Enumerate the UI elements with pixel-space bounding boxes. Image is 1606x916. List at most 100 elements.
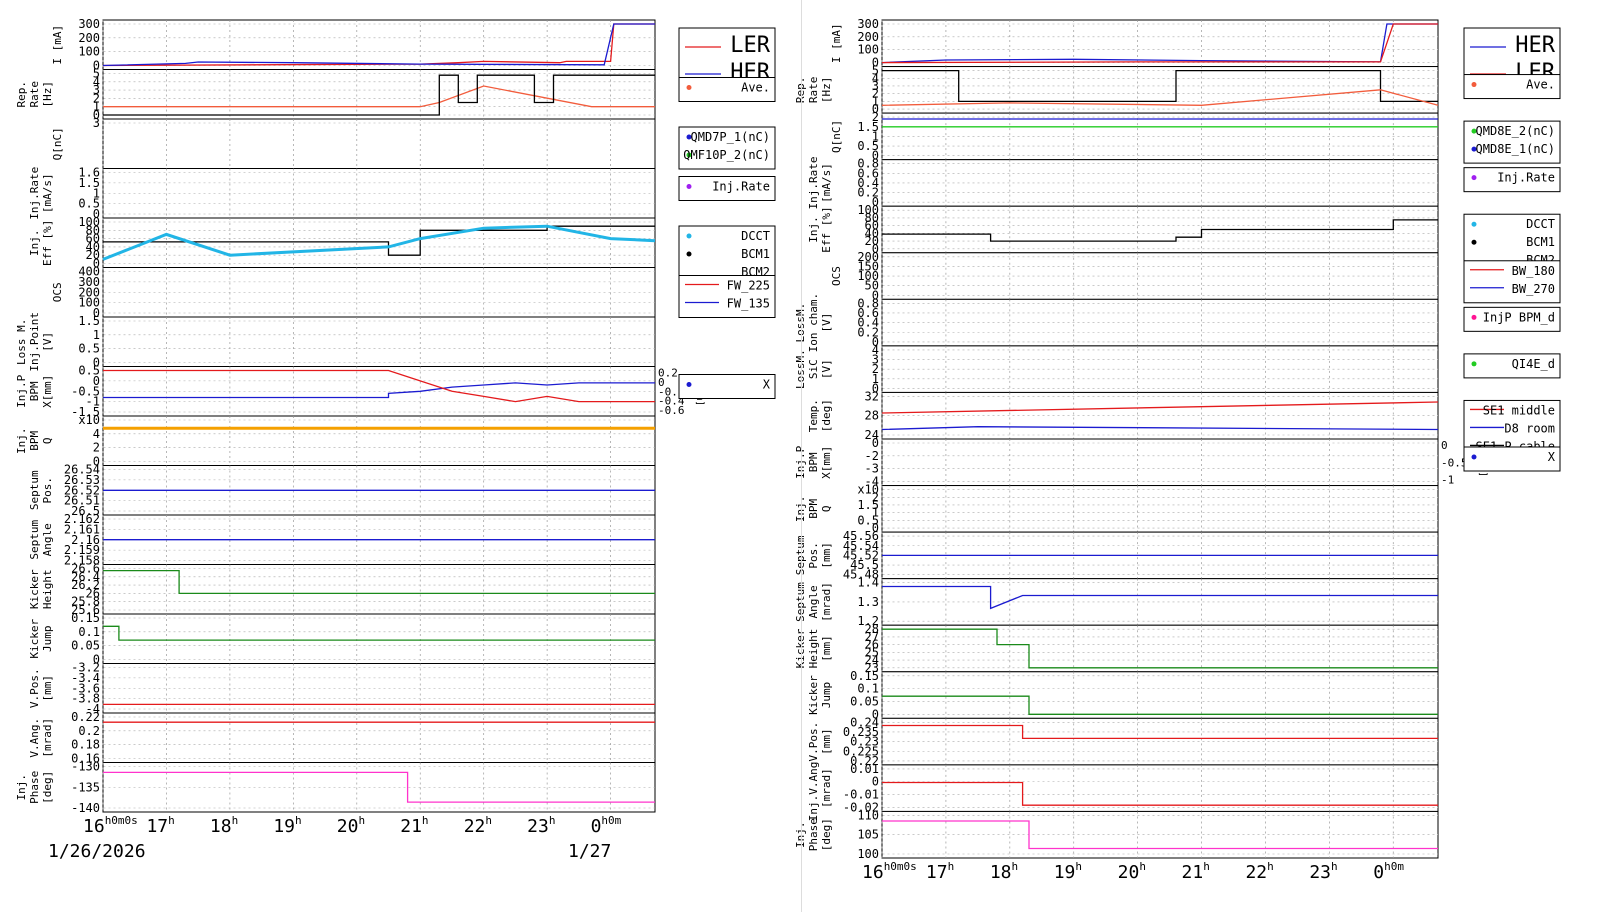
left-xtick-sup-2: h xyxy=(232,814,239,827)
right-ytick-11-3: 45.5 xyxy=(850,558,879,572)
left-legend-label-5-1: FW_135 xyxy=(727,297,770,311)
right-ylabel-11-0: Septum xyxy=(794,535,807,575)
right-ytick-4-3: 40 xyxy=(865,226,879,240)
left-legend-swatch-3-0 xyxy=(686,184,692,189)
right-ytick-11-0: 45.56 xyxy=(843,529,879,543)
left-ylabel-1-0: Rep. xyxy=(15,81,28,108)
chart-divider xyxy=(801,0,802,912)
right-ytick-13-1: 27 xyxy=(865,630,879,644)
left-ytick-8-3: 0 xyxy=(93,455,100,469)
right-ylabel-11-2: [mm] xyxy=(820,542,833,569)
left-ytick-1-0: 5 xyxy=(93,67,100,81)
left-xtick-5: 21h xyxy=(400,814,428,837)
left-ytick-0-0: 300 xyxy=(78,17,100,31)
right-ytick-14-0: 0.15 xyxy=(850,669,879,683)
right-ytick-16-2: -0.01 xyxy=(843,788,879,802)
right-legend-swatch-2-1 xyxy=(1471,146,1477,152)
right-ytick-6-2: 0.4 xyxy=(857,316,879,330)
left-ytick-1-5: 0 xyxy=(93,108,100,122)
left-ytick-1-3: 2 xyxy=(93,91,100,105)
left-legend-swatch-4-1 xyxy=(686,251,692,257)
left-ylabel-15-1: Phase xyxy=(28,771,41,804)
right-xtick-sup-4: h xyxy=(1139,860,1146,873)
left-ytick-4-0: 100 xyxy=(78,215,100,229)
right-ylabel-3-0: Inj.Rate xyxy=(807,156,820,209)
left-ylabel-13-1: [mm] xyxy=(41,675,54,702)
left-ylabel-3-1: [mA/s] xyxy=(41,173,54,213)
right-series-10-angle xyxy=(882,585,1438,610)
left-ytick-10-4: 2.158 xyxy=(64,554,100,568)
right-ytick-2-4: 0 xyxy=(872,149,879,163)
right-legend-label-1-0: Ave. xyxy=(1526,78,1555,92)
left-ylabel-4-0: Inj. xyxy=(28,230,41,257)
right-panel-frame-0 xyxy=(881,19,1439,68)
right-ylabel-4-0: Inj. xyxy=(807,216,820,243)
right-panel-frame-14 xyxy=(881,671,1439,719)
left-ylabel-11-1: Height xyxy=(41,569,54,609)
right-ytick-8-1: 28 xyxy=(865,409,879,423)
left-legend-label-4-1: BCM1 xyxy=(741,247,770,261)
right-ylabel-13-2: [mm] xyxy=(820,635,833,662)
left-rtick-7-4: -0.6 xyxy=(658,404,685,417)
right-ylabel-16-1: [mrad] xyxy=(820,768,833,808)
right-legend-box-6 xyxy=(1463,306,1561,332)
left-ylabel-11-0: Kicker xyxy=(28,569,41,609)
left-panel-frame-4 xyxy=(102,217,656,268)
right-xtick-sup-1: h xyxy=(948,860,955,873)
left-ytick-7-3: -1 xyxy=(86,395,100,409)
right-ytick-13-5: 23 xyxy=(865,661,879,675)
left-ylabel-6-2: [V] xyxy=(41,332,54,352)
left-ytick-3-1: 1.5 xyxy=(78,176,100,190)
left-rtick-7-2: -0.2 xyxy=(658,385,685,398)
right-ylabel-3-1: [mA/s] xyxy=(820,163,833,203)
left-legend-label-2-1: QMF10P_2(nC) xyxy=(683,148,770,162)
right-ytick-4-4: 20 xyxy=(865,234,879,248)
right-ytick-2-1: 1.5 xyxy=(857,120,879,134)
right-panel-frame-16 xyxy=(881,764,1439,812)
right-panel-frame-1 xyxy=(881,66,1439,114)
right-ylabel-12-1: Angle xyxy=(807,585,820,618)
left-legend-box-2 xyxy=(678,126,776,170)
left-legend-label-5-0: FW_225 xyxy=(727,279,770,293)
left-ylabel-7-1: BPM xyxy=(28,381,41,401)
right-legend-box-3 xyxy=(1463,167,1561,193)
left-ytick-13-2: -3.6 xyxy=(71,681,100,695)
left-ytick-8-1: 4 xyxy=(93,427,100,441)
right-ylabel-14-0: Kicker xyxy=(807,675,820,715)
right-ytick-2-2: 1 xyxy=(872,129,879,143)
right-legend-label-3-0: Inj.Rate xyxy=(1497,171,1555,185)
left-ylabel-12-1: Jump xyxy=(41,626,54,653)
left-ytick-8-2: 2 xyxy=(93,441,100,455)
right-ytick-7-3: 1 xyxy=(872,372,879,386)
left-date-next: 1/27 xyxy=(568,841,611,862)
right-legend-label-2-1: QMD8E_1(nC) xyxy=(1476,142,1555,156)
right-ytick-10-3: 1 xyxy=(872,506,879,520)
right-ylabel-17-2: [deg] xyxy=(820,818,833,851)
left-ytick-12-3: 0 xyxy=(93,653,100,667)
left-ytick-9-0: 26.54 xyxy=(64,463,100,477)
right-ytick-0-2: 100 xyxy=(857,43,879,57)
right-legend-label-6-0: InjP BPM_d xyxy=(1483,310,1555,324)
left-ytick-4-4: 20 xyxy=(86,248,100,262)
right-ytick-14-3: 0 xyxy=(872,707,879,721)
left-ytick-9-1: 26.53 xyxy=(64,473,100,487)
right-ytick-5-2: 100 xyxy=(857,269,879,283)
left-ylabel-9-1: Pos. xyxy=(41,477,54,504)
left-ylabel-6-0: Loss M. xyxy=(15,319,28,365)
left-series-12-jump xyxy=(103,625,655,641)
left-ytick-7-1: 0 xyxy=(93,374,100,388)
right-xtick-sup-3: h xyxy=(1075,860,1082,873)
right-legend-box-5 xyxy=(1463,260,1561,304)
left-ytick-13-4: -4 xyxy=(86,702,100,716)
right-xtick-8: 0h0m xyxy=(1373,860,1404,883)
right-ylabel-0-0: I [mA] xyxy=(830,23,843,63)
left-series-2-ave- xyxy=(103,85,655,108)
left-ylabel-12-0: Kicker xyxy=(28,619,41,659)
left-ytick-1-1: 4 xyxy=(93,75,100,89)
left-ytick-3-4: 0 xyxy=(93,207,100,221)
left-xtick-3: 19h xyxy=(273,814,301,837)
left-panel-frame-11 xyxy=(102,564,656,615)
right-ytick-15-3: 0.225 xyxy=(843,744,879,758)
left-series-6-x xyxy=(103,382,655,399)
